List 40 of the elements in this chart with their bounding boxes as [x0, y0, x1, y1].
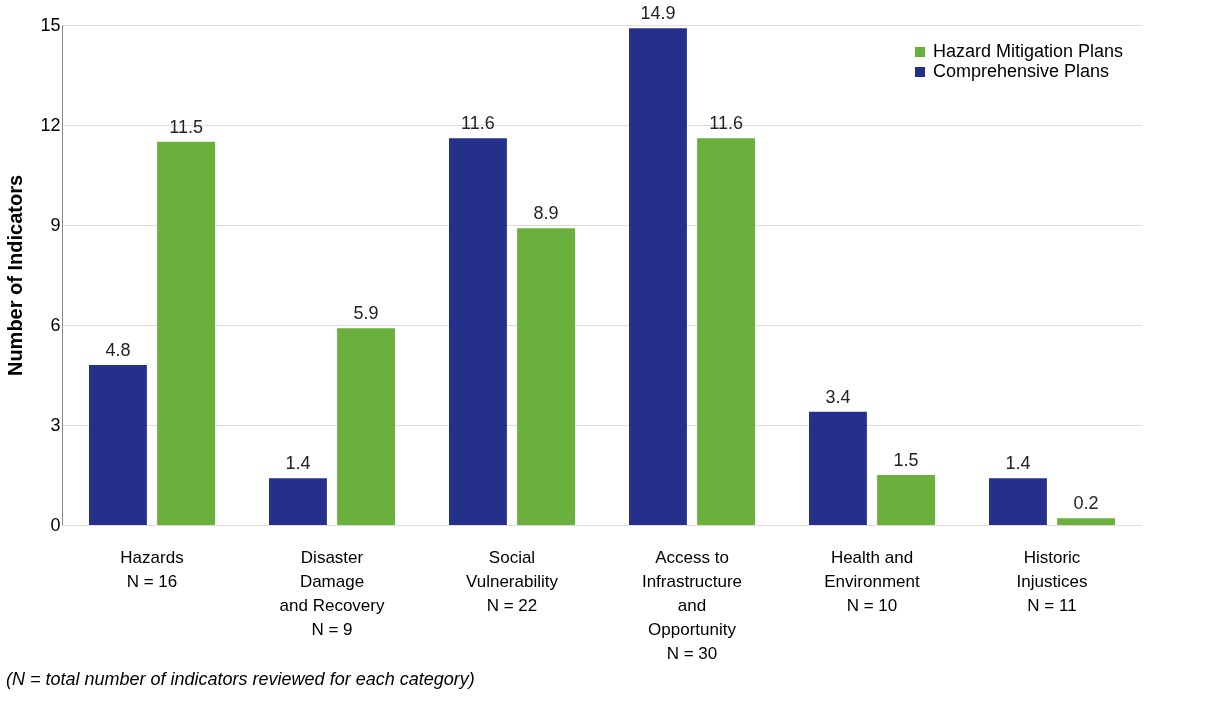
- y-axis-title: Number of Indicators: [4, 174, 27, 377]
- bar: [877, 475, 935, 525]
- bar: [629, 28, 687, 525]
- data-label: 14.9: [640, 3, 676, 24]
- x-tick-label: Social Vulnerability N = 22: [466, 547, 559, 615]
- y-tick-label: 15: [40, 14, 61, 35]
- bar: [989, 478, 1047, 525]
- data-label: 1.4: [1005, 453, 1031, 474]
- data-label: 1.4: [285, 453, 311, 474]
- bar: [337, 328, 395, 525]
- bar: [809, 411, 867, 525]
- x-tick-label: Historic Injustices N = 11: [1016, 547, 1088, 615]
- y-tick-label: 12: [40, 114, 61, 135]
- legend-label: Hazard Mitigation Plans: [933, 41, 1124, 61]
- bar: [157, 141, 215, 525]
- bar: [517, 228, 575, 525]
- bar: [697, 138, 755, 525]
- y-tick-label: 6: [50, 314, 61, 335]
- data-label: 1.5: [893, 450, 919, 470]
- bar: [269, 478, 327, 525]
- data-label: 11.6: [709, 113, 743, 134]
- data-label: 11.6: [461, 113, 495, 134]
- y-tick-label: 0: [50, 514, 61, 535]
- data-label: 8.9: [533, 203, 559, 224]
- bar: [89, 365, 147, 525]
- data-label: 0.2: [1073, 493, 1099, 514]
- data-label: 11.5: [169, 116, 203, 137]
- legend-label: Comprehensive Plans: [933, 61, 1110, 81]
- x-tick-label: Health and Environment N = 10: [824, 547, 920, 615]
- text: (N = total number of indicators reviewed for each category): [5, 669, 475, 689]
- x-tick-label: Disaster Damage and Recovery N = 9: [279, 547, 385, 639]
- bar: [1057, 518, 1115, 525]
- data-label: 4.8: [105, 340, 131, 360]
- x-tick-label: Access to Infrastructure and Opportunity N = 30: [641, 547, 743, 663]
- y-tick-label: 9: [50, 214, 61, 235]
- bar: [449, 138, 507, 525]
- data-label: 5.9: [353, 303, 379, 324]
- data-label: 3.4: [825, 386, 851, 407]
- y-tick-label: 3: [50, 414, 61, 435]
- x-tick-label: Hazards N = 16: [120, 547, 184, 591]
